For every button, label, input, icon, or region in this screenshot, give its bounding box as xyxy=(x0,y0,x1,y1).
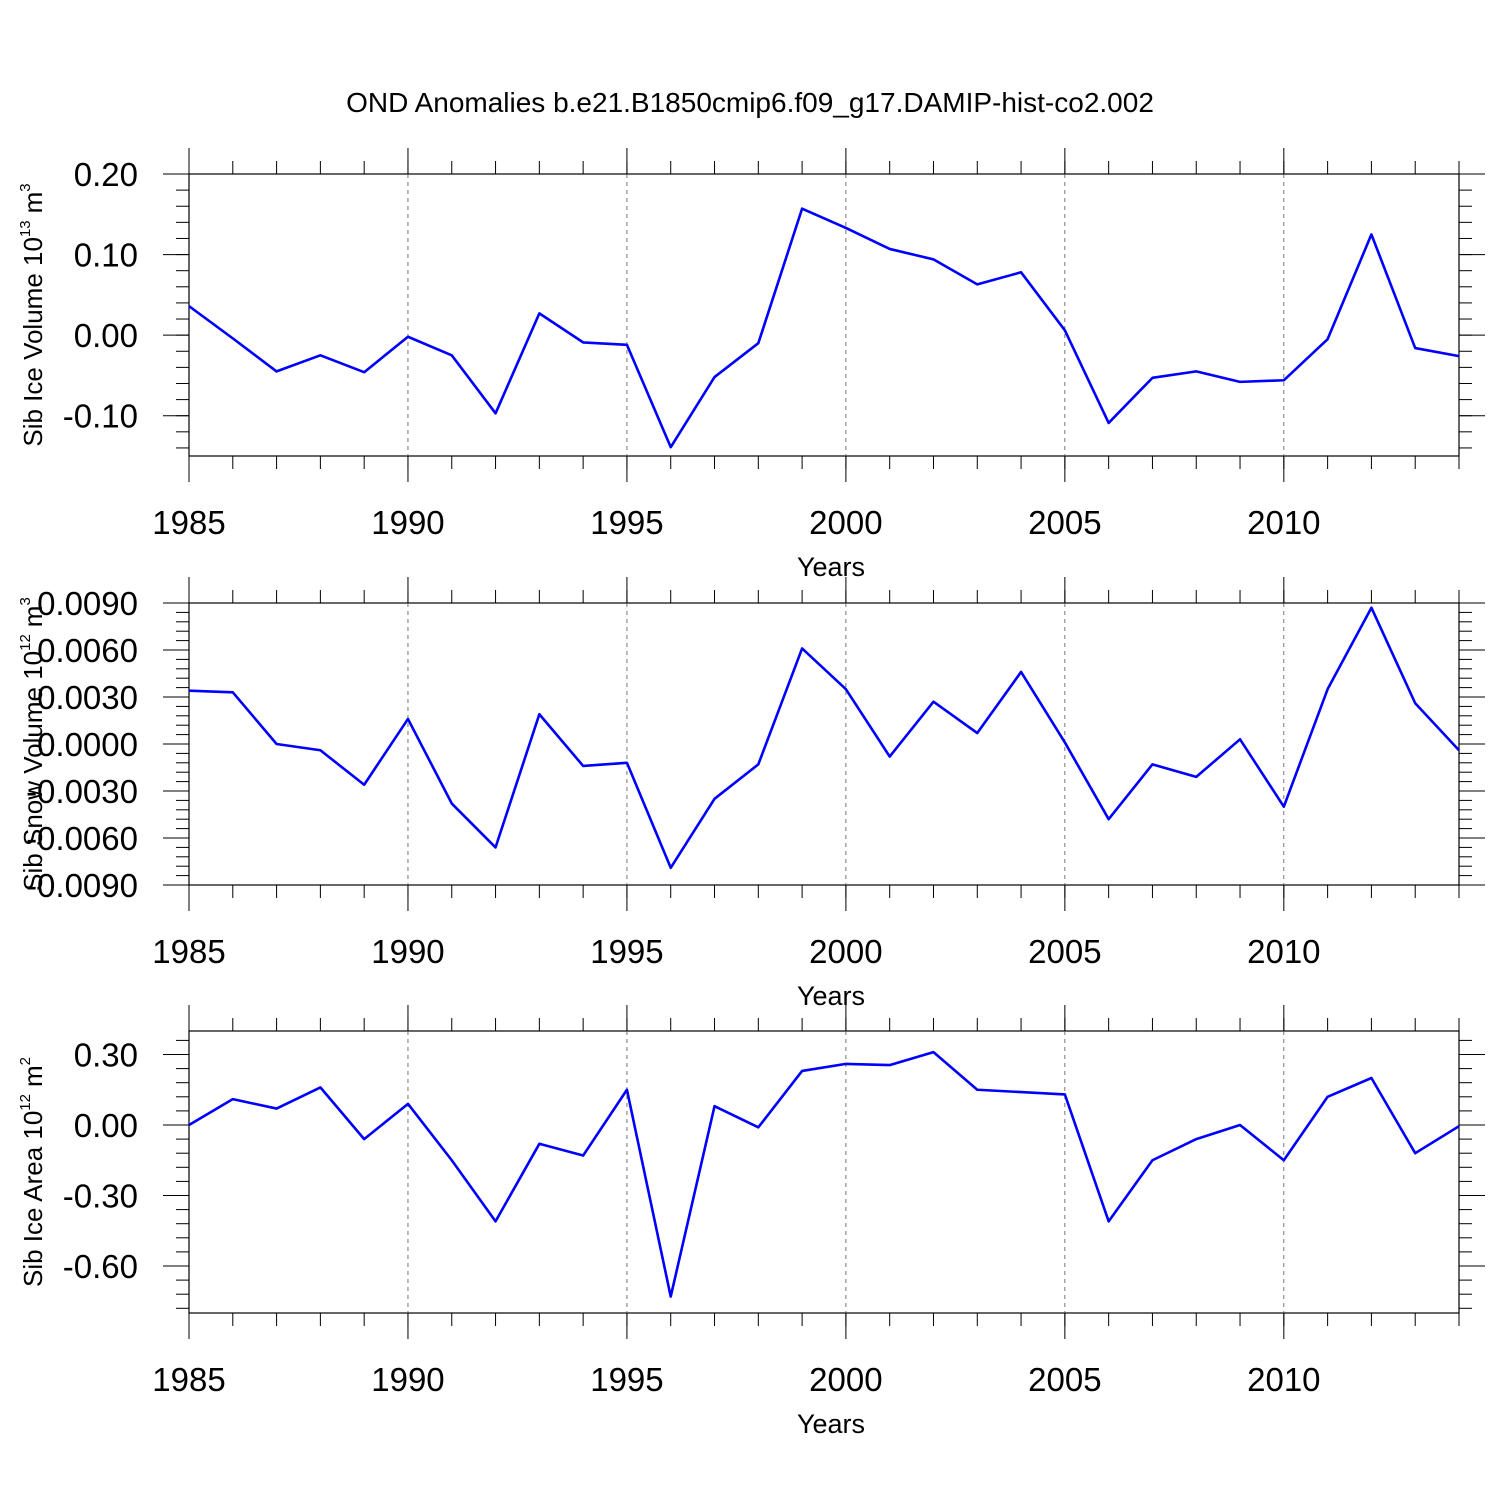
y-tick-label: -0.0060 xyxy=(26,820,138,857)
y-axis-label: Sib Snow Volume 1012 m3 xyxy=(17,597,48,891)
y-tick-label: 0.30 xyxy=(74,1037,138,1074)
y-tick-label: 0.10 xyxy=(74,237,138,274)
x-tick-label: 2000 xyxy=(809,1361,882,1398)
data-line xyxy=(188,606,1460,870)
y-tick-label: 0.0000 xyxy=(37,726,138,763)
x-tick-label: 2000 xyxy=(809,933,882,970)
y-axis-label: Sib Ice Area 1012 m2 xyxy=(17,1057,48,1287)
x-tick-label: 2010 xyxy=(1247,504,1320,541)
y-axis-label-part: Sib Ice Volume 10 xyxy=(18,237,48,447)
x-tick-label: 2010 xyxy=(1247,1361,1320,1398)
x-tick-label: 1985 xyxy=(152,1361,225,1398)
x-tick-label: 2010 xyxy=(1247,933,1320,970)
x-tick-label: 2005 xyxy=(1028,1361,1101,1398)
y-axis-label-exponent: 12 xyxy=(17,634,34,651)
y-axis-label: Sib Ice Volume 1013 m3 xyxy=(17,183,48,446)
y-axis-label-part: m xyxy=(18,606,48,628)
data-line xyxy=(188,1050,1460,1298)
y-axis-label-exponent: 3 xyxy=(17,597,34,605)
y-tick-label: 0.20 xyxy=(74,156,138,193)
x-tick-label: 2005 xyxy=(1028,933,1101,970)
y-axis-label-exponent: 13 xyxy=(17,220,34,237)
y-tick-label: -0.0090 xyxy=(26,867,138,904)
x-tick-label: 1990 xyxy=(371,504,444,541)
y-tick-label: -0.30 xyxy=(63,1178,138,1215)
y-label-group: Sib Ice Volume 1013 m3 xyxy=(17,183,48,446)
x-tick-label: 2005 xyxy=(1028,504,1101,541)
x-axis-label: Years xyxy=(797,981,865,1011)
y-tick-label: -0.60 xyxy=(63,1248,138,1285)
x-axis-label: Years xyxy=(797,552,865,582)
y-tick-label: 0.0060 xyxy=(37,632,138,669)
y-axis-label-exponent: 2 xyxy=(17,1057,34,1065)
x-tick-label: 1985 xyxy=(152,933,225,970)
y-tick-label: 0.00 xyxy=(74,317,138,354)
y-tick-label: 0.00 xyxy=(74,1107,138,1144)
data-line xyxy=(188,207,1460,449)
y-tick-label: 0.0090 xyxy=(37,585,138,622)
y-axis-label-part: m xyxy=(18,192,48,214)
y-tick-label: -0.0030 xyxy=(26,773,138,810)
x-tick-label: 1995 xyxy=(590,1361,663,1398)
x-tick-label: 1990 xyxy=(371,1361,444,1398)
x-tick-label: 1990 xyxy=(371,933,444,970)
y-axis-label-part: m xyxy=(18,1065,48,1087)
y-axis-label-exponent: 3 xyxy=(17,183,34,191)
y-axis-label-exponent: 12 xyxy=(17,1094,34,1111)
x-tick-label: 1985 xyxy=(152,504,225,541)
x-tick-label: 1995 xyxy=(590,933,663,970)
y-axis-label-part: Sib Snow Volume 10 xyxy=(18,651,48,891)
y-label-group: Sib Ice Area 1012 m2 xyxy=(17,1057,48,1287)
y-label-group: Sib Snow Volume 1012 m3 xyxy=(17,597,48,891)
y-axis-label-part: Sib Ice Area 10 xyxy=(18,1111,48,1287)
plot-frame xyxy=(188,173,1460,457)
figure-title: OND Anomalies b.e21.B1850cmip6.f09_g17.D… xyxy=(346,87,1154,118)
plot-frame xyxy=(188,1030,1460,1314)
y-tick-label: -0.10 xyxy=(63,398,138,435)
x-tick-label: 2000 xyxy=(809,504,882,541)
x-tick-label: 1995 xyxy=(590,504,663,541)
plot-frame xyxy=(188,602,1460,886)
y-tick-label: 0.0030 xyxy=(37,679,138,716)
x-axis-label: Years xyxy=(797,1409,865,1439)
